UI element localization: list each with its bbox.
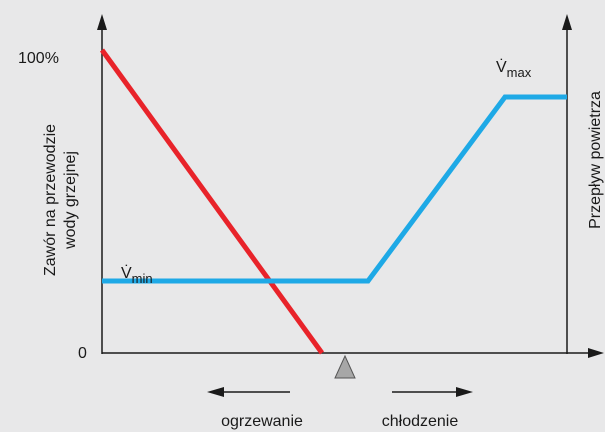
right-axis-label: Przepływ powietrza [587,91,604,229]
v-max-label: V̇max [496,58,532,80]
v-min-label: V̇min [121,264,153,286]
airflow-line [102,94,567,284]
left-axis-arrow [97,14,107,30]
right-arrow-head [456,387,473,397]
axes [101,28,590,354]
v-max-subscript: max [507,65,532,80]
v-min-symbol: V̇ [121,264,132,282]
left-arrow-head [207,387,224,397]
setpoint-marker [334,354,356,379]
heating-label: ogrzewanie [221,413,303,430]
label-0: 0 [78,345,87,362]
valve-line [99,48,325,355]
v-min-subscript: min [132,271,153,286]
right-axis-arrow [562,14,572,30]
cooling-label: chłodzenie [382,413,459,430]
label-100: 100% [18,50,59,67]
left-axis-label: Zawór na przewodzie [42,124,59,276]
bottom-axis-arrow [588,348,604,358]
left-axis-label: wody grzejnej [62,151,79,250]
v-max-symbol: V̇ [496,58,507,76]
